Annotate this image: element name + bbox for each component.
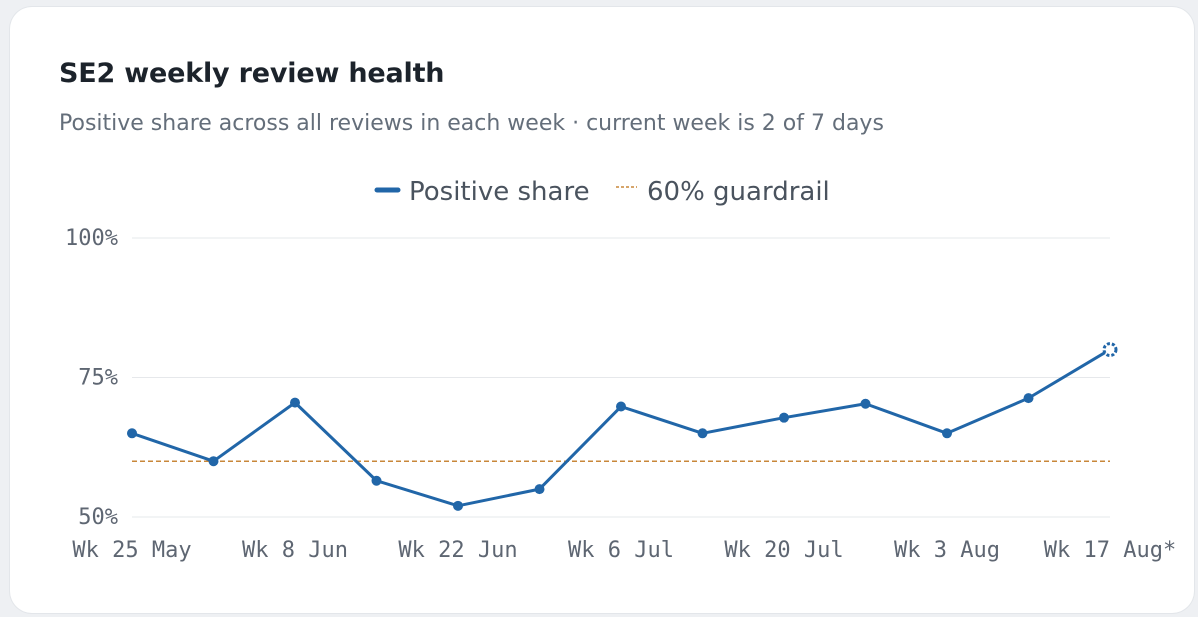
- x-tick-label: Wk 8 Jun: [242, 538, 348, 563]
- x-tick-label: Wk 3 Aug: [894, 538, 1000, 563]
- x-tick-label: Wk 22 Jun: [398, 538, 517, 563]
- legend-series-label: Positive share: [409, 177, 590, 207]
- x-tick-label: Wk 17 Aug*: [1044, 538, 1176, 563]
- data-point[interactable]: [127, 428, 137, 439]
- y-tick-label: 75%: [78, 366, 118, 391]
- series-line: [131, 348, 1111, 508]
- gridlines: [132, 237, 1110, 518]
- data-point[interactable]: [371, 475, 382, 486]
- data-point[interactable]: [616, 401, 626, 412]
- chart-card: SE2 weekly review health Positive share …: [10, 7, 1194, 613]
- data-point-partial[interactable]: [1102, 342, 1118, 358]
- data-point[interactable]: [534, 484, 545, 495]
- data-point[interactable]: [779, 412, 789, 423]
- series-positive-share: [127, 342, 1118, 511]
- data-point[interactable]: [453, 500, 463, 511]
- data-point[interactable]: [290, 397, 300, 408]
- y-tick-label: 100%: [65, 226, 118, 251]
- x-axis-ticks: Wk 25 May Wk 8 Jun Wk 22 Jun Wk 6 Jul Wk 20 …: [72, 538, 1176, 563]
- data-point[interactable]: [942, 428, 952, 439]
- legend-guardrail-label: 60% guardrail: [647, 177, 830, 207]
- chart-title: SE2 weekly review health: [59, 58, 445, 89]
- y-tick-label: 50%: [78, 505, 118, 530]
- legend: Positive share 60% guardrail: [374, 177, 830, 207]
- x-tick-label: Wk 6 Jul: [568, 538, 674, 563]
- chart-subtitle: Positive share across all reviews in eac…: [59, 111, 884, 136]
- y-axis-ticks: 50% 75% 100%: [65, 226, 118, 530]
- x-tick-label: Wk 20 Jul: [724, 538, 843, 563]
- data-point[interactable]: [208, 456, 219, 467]
- x-tick-label: Wk 25 May: [72, 538, 191, 563]
- line-chart: Positive share 60% guardrail 50%75%100% …: [65, 177, 1176, 563]
- data-point[interactable]: [697, 428, 708, 439]
- data-point[interactable]: [860, 398, 871, 409]
- data-point[interactable]: [1023, 393, 1034, 404]
